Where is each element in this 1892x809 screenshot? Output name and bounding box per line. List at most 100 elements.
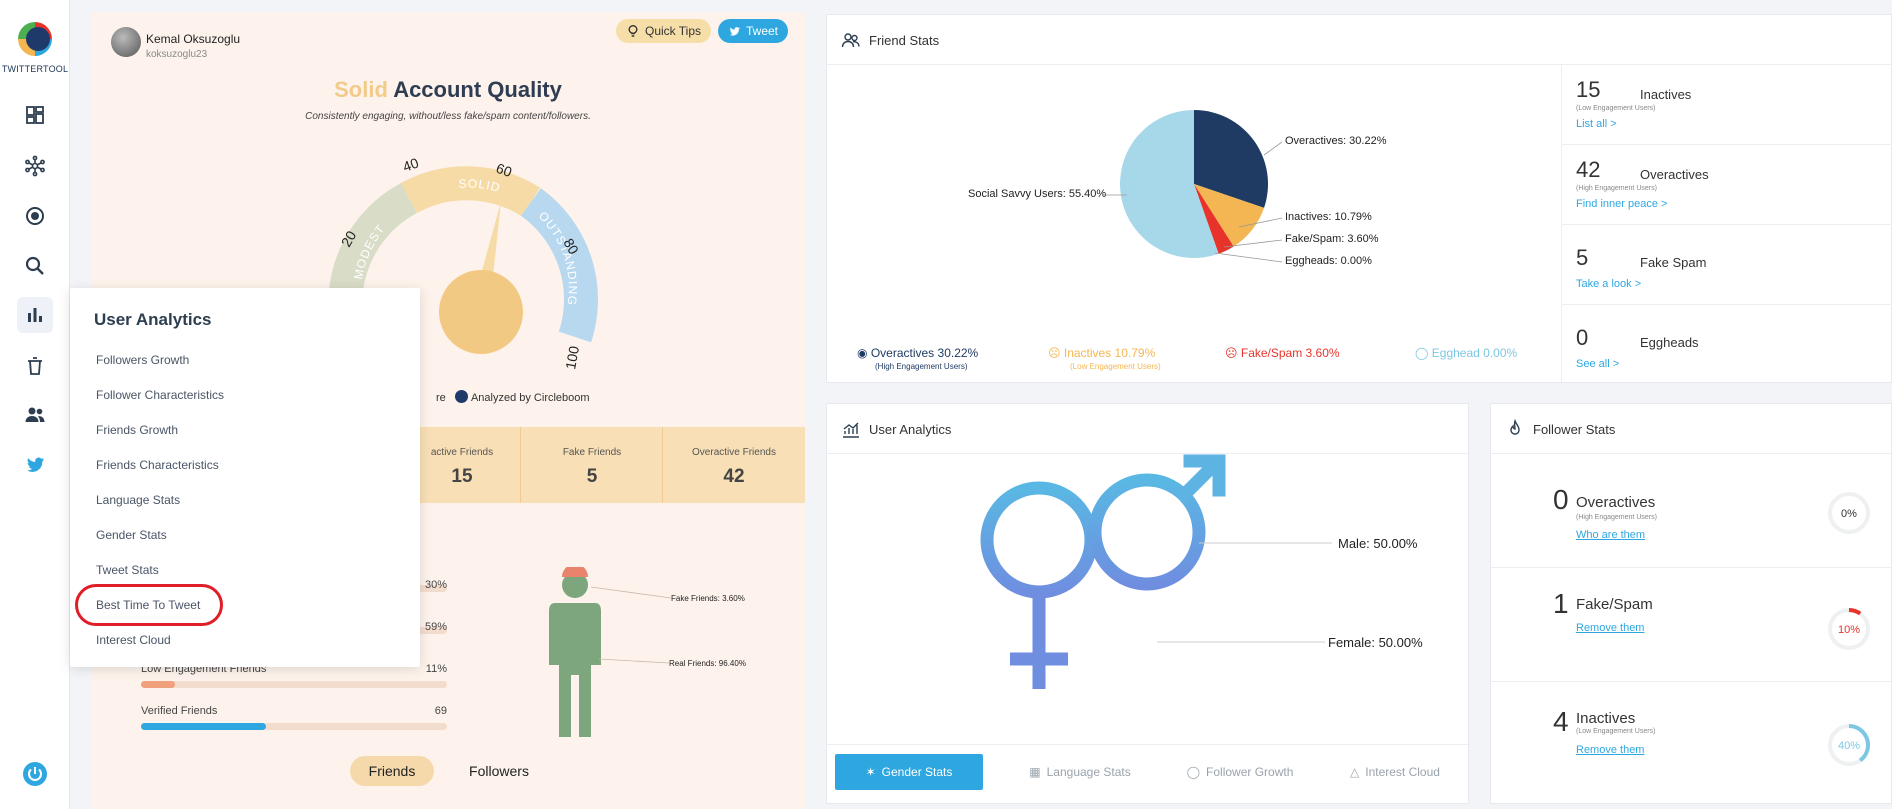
- menu-item-gender-stats[interactable]: Gender Stats: [96, 528, 167, 542]
- users-icon: [25, 407, 45, 422]
- male-symbol: [1088, 473, 1206, 591]
- male-label: Male: 50.00%: [1338, 536, 1418, 551]
- pie-label-inactives: Inactives: 10.79%: [1285, 211, 1372, 223]
- user-analytics-title: User Analytics: [869, 422, 952, 437]
- take-a-look-link[interactable]: Take a look >: [1576, 278, 1642, 290]
- remove-them-link[interactable]: Remove them: [1576, 744, 1645, 756]
- find-inner-peace-link[interactable]: Find inner peace >: [1576, 198, 1668, 210]
- friend-stats-card: Friend Stats Overactives: 30.22% Inactiv…: [826, 14, 1892, 384]
- tab-label: Gender Stats: [881, 765, 953, 779]
- egg-icon: ◯: [1415, 346, 1429, 360]
- pie-leader-lines: [1103, 141, 1283, 263]
- follower-row-num: 4: [1553, 706, 1569, 737]
- twitter-nav-button[interactable]: [17, 447, 53, 483]
- menu-item-friends-growth[interactable]: Friends Growth: [96, 423, 179, 437]
- bar-value: 11%: [425, 663, 447, 675]
- pie-slice-overactives[interactable]: [1194, 110, 1268, 208]
- side-num: 42: [1576, 157, 1601, 182]
- tab-gender-stats[interactable]: ✶ Gender Stats: [835, 754, 983, 790]
- gauge-hub: [439, 270, 523, 354]
- gauge-tick: 40: [401, 154, 421, 174]
- menu-item-interest-cloud[interactable]: Interest Cloud: [96, 633, 171, 647]
- pie-slice-fake-spam[interactable]: [1194, 184, 1234, 254]
- friend-stats-title: Friend Stats: [869, 33, 940, 48]
- side-sub: (High Engagement Users): [1576, 185, 1657, 192]
- tab-interest-cloud[interactable]: △ Interest Cloud: [1325, 754, 1465, 790]
- gauge-band-label: SOLID: [458, 176, 501, 195]
- angry-face-icon: ☹: [1225, 346, 1238, 360]
- brand-name: TWITTERTOOL: [1, 64, 69, 74]
- bar-value: 69: [434, 705, 447, 717]
- quick-tips-label: Quick Tips: [645, 24, 702, 38]
- gauge-tick: 100: [562, 345, 582, 371]
- follower-row-num: 0: [1553, 484, 1569, 515]
- pie-slice-inactives[interactable]: [1194, 184, 1265, 247]
- follower-stats-card: Follower Stats 0 Overactives (High Engag…: [1490, 403, 1892, 804]
- followers-toggle[interactable]: Followers: [469, 763, 529, 779]
- dashboard-nav-button[interactable]: [17, 97, 53, 133]
- follower-ring: 40%: [1828, 724, 1870, 766]
- search-nav-button[interactable]: [17, 248, 53, 284]
- search-icon: [25, 256, 44, 275]
- pie-slice-social-savvy-users[interactable]: [1120, 110, 1219, 258]
- users-nav-button[interactable]: [17, 397, 53, 433]
- analyzed-by-label: Analyzed by Circleboom: [470, 392, 590, 404]
- side-overactives: 42 Overactives (High Engagement Users) F…: [1562, 145, 1892, 225]
- quality-title-rest: Account Quality: [393, 77, 562, 102]
- avatar[interactable]: [111, 27, 141, 57]
- stat-label: active Friends: [430, 447, 494, 458]
- quick-tips-button[interactable]: Quick Tips: [616, 19, 712, 43]
- legend-egghead: ◯ Egghead 0.00%: [1415, 346, 1517, 360]
- menu-item-follower-characteristics[interactable]: Follower Characteristics: [96, 388, 225, 402]
- bar-value: 30%: [424, 579, 447, 591]
- follower-row-overactives: 0 Overactives (High Engagement Users) Wh…: [1491, 454, 1891, 568]
- gender-symbols: [980, 454, 1332, 689]
- tab-follower-growth[interactable]: ◯ Follower Growth: [1165, 754, 1315, 790]
- highlight-circle: [75, 584, 223, 626]
- gauge-band-outstanding: [520, 188, 598, 343]
- network-nav-button[interactable]: [17, 148, 53, 184]
- figure-fake-portion: [562, 567, 588, 577]
- user-analytics-header: User Analytics: [827, 404, 1468, 454]
- analytics-nav-button[interactable]: [17, 297, 53, 333]
- trash-icon: [28, 357, 42, 375]
- bar-fill: [141, 681, 175, 688]
- logout-button[interactable]: [17, 756, 53, 792]
- remove-them-link[interactable]: Remove them: [1576, 622, 1645, 634]
- list-all-link[interactable]: List all >: [1576, 118, 1617, 130]
- twittertool-logo[interactable]: [16, 20, 54, 58]
- shapes-icon: △: [1350, 765, 1360, 779]
- bar-chart-icon: [28, 308, 42, 322]
- legend-label: Egghead 0.00%: [1431, 346, 1518, 360]
- menu-item-tweet-stats[interactable]: Tweet Stats: [96, 563, 159, 577]
- legend-sub: (High Engagement Users): [875, 362, 968, 371]
- tab-language-stats[interactable]: ▦ Language Stats: [1005, 754, 1155, 790]
- see-all-link[interactable]: See all >: [1576, 358, 1620, 370]
- friends-toggle[interactable]: Friends: [350, 756, 434, 786]
- stat-value: 42: [723, 466, 745, 487]
- target-nav-button[interactable]: [17, 198, 53, 234]
- tab-label: Follower Growth: [1206, 765, 1294, 779]
- svg-text:SOLID: SOLID: [458, 176, 502, 195]
- sleepy-face-icon: ☹: [1048, 346, 1061, 360]
- menu-item-followers-growth[interactable]: Followers Growth: [96, 353, 190, 367]
- ring-percent: 40%: [1838, 740, 1860, 752]
- menu-item-language-stats[interactable]: Language Stats: [96, 493, 181, 507]
- who-are-them-link[interactable]: Who are them: [1576, 529, 1646, 541]
- legend-overactives: ◉ Overactives 30.22%: [857, 346, 978, 360]
- side-name: Eggheads: [1640, 335, 1699, 350]
- flame-icon: ◯: [1186, 765, 1201, 779]
- analytics-chart-icon: [843, 422, 859, 438]
- tab-label: Language Stats: [1046, 765, 1131, 779]
- stat-overactive-friends: Overactive Friends 42: [662, 427, 805, 503]
- menu-item-best-time-to-tweet[interactable]: Best Time To Tweet: [96, 598, 201, 612]
- friend-stats-header: Friend Stats: [827, 15, 1891, 65]
- analyzed-prefix: re: [436, 392, 446, 404]
- tweet-button[interactable]: Tweet: [718, 19, 789, 43]
- follower-row-name: Fake/Spam: [1576, 596, 1653, 613]
- gauge-tick: 20: [338, 228, 360, 250]
- dashboard-icon: [26, 106, 44, 124]
- legend-label: Overactives 30.22%: [870, 346, 979, 360]
- menu-item-friends-characteristics[interactable]: Friends Characteristics: [96, 458, 219, 472]
- delete-nav-button[interactable]: [17, 348, 53, 384]
